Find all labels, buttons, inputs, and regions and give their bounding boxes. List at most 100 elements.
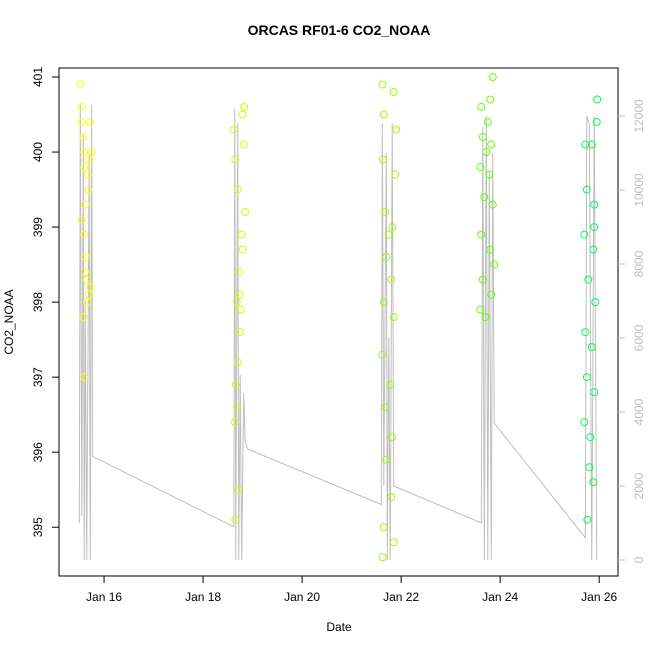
x-tick-label: Jan 22 [383, 590, 419, 604]
y2-tick-label: 6000 [632, 324, 646, 351]
data-point [236, 305, 245, 314]
data-point [378, 553, 387, 562]
data-point [582, 185, 591, 194]
data-point [231, 155, 240, 164]
data-point [378, 80, 387, 89]
data-point [232, 298, 241, 307]
y-tick-label: 395 [31, 517, 45, 537]
data-point [483, 118, 492, 127]
y-tick-label: 399 [31, 217, 45, 237]
data-point [485, 170, 494, 179]
y2-tick-label: 2000 [632, 472, 646, 499]
data-point [83, 170, 92, 179]
y2-tick-label: 8000 [632, 250, 646, 277]
data-point [476, 305, 485, 314]
data-point [239, 140, 248, 149]
data-point [86, 118, 95, 127]
data-point [583, 515, 592, 524]
data-point [80, 148, 89, 157]
data-point [478, 275, 487, 284]
data-point [586, 433, 595, 442]
data-point [589, 245, 598, 254]
data-point [488, 73, 497, 82]
data-point [231, 380, 240, 389]
data-point [233, 185, 242, 194]
data-point [581, 140, 590, 149]
altitude-line [78, 104, 598, 561]
data-point [381, 208, 390, 217]
data-point [384, 230, 393, 239]
data-point [593, 95, 602, 104]
data-point [237, 230, 246, 239]
plot-area [76, 73, 602, 562]
data-point [386, 380, 395, 389]
data-point [486, 95, 495, 104]
data-point [81, 268, 90, 277]
data-point [585, 463, 594, 472]
data-point [590, 223, 599, 232]
data-point [482, 148, 491, 157]
data-point [80, 163, 89, 172]
data-point [85, 155, 94, 164]
data-point [86, 283, 95, 292]
data-point [382, 253, 391, 262]
data-point [77, 103, 86, 112]
data-point [379, 110, 388, 119]
y2-tick-label: 0 [632, 556, 646, 563]
data-point [379, 523, 388, 532]
y-tick-label: 400 [31, 142, 45, 162]
data-point [234, 268, 243, 277]
data-point [486, 245, 495, 254]
data-point [480, 193, 489, 202]
y2-tick-label: 10000 [632, 173, 646, 207]
x-axis-label: Date [326, 620, 352, 634]
data-point [238, 245, 247, 254]
data-point [590, 388, 599, 397]
data-point [81, 200, 90, 209]
data-point [236, 328, 245, 337]
x-tick-label: Jan 16 [86, 590, 122, 604]
data-point [481, 313, 490, 322]
data-point [77, 215, 86, 224]
data-point [476, 163, 485, 172]
data-point [76, 80, 85, 89]
data-point [241, 208, 250, 217]
data-point [391, 170, 400, 179]
data-point [580, 230, 589, 239]
data-point [587, 140, 596, 149]
data-point [232, 403, 241, 412]
x-tick-label: Jan 24 [482, 590, 518, 604]
data-point [238, 110, 247, 119]
data-point [392, 125, 401, 134]
data-point [79, 133, 88, 142]
x-tick-label: Jan 18 [185, 590, 221, 604]
data-point [233, 485, 242, 494]
data-point [478, 133, 487, 142]
data-point [235, 290, 244, 299]
data-point [584, 275, 593, 284]
data-point [84, 185, 93, 194]
y-tick-label: 397 [31, 367, 45, 387]
data-point [85, 290, 94, 299]
data-point [587, 343, 596, 352]
data-point [490, 260, 499, 269]
data-point [79, 313, 88, 322]
data-point [382, 455, 391, 464]
x-tick-label: Jan 26 [581, 590, 617, 604]
y2-tick-label: 4000 [632, 398, 646, 425]
data-point [581, 328, 590, 337]
data-point [83, 298, 92, 307]
y-axis-label: CO2_NOAA [2, 289, 16, 354]
data-point [388, 433, 397, 442]
data-point [388, 223, 397, 232]
y-tick-label: 398 [31, 292, 45, 312]
data-point [580, 418, 589, 427]
data-point [487, 290, 496, 299]
data-point [582, 373, 591, 382]
data-point [477, 103, 486, 112]
plot-frame [58, 67, 619, 577]
data-point [379, 298, 388, 307]
data-point [488, 200, 497, 209]
y-tick-label: 401 [31, 67, 45, 87]
